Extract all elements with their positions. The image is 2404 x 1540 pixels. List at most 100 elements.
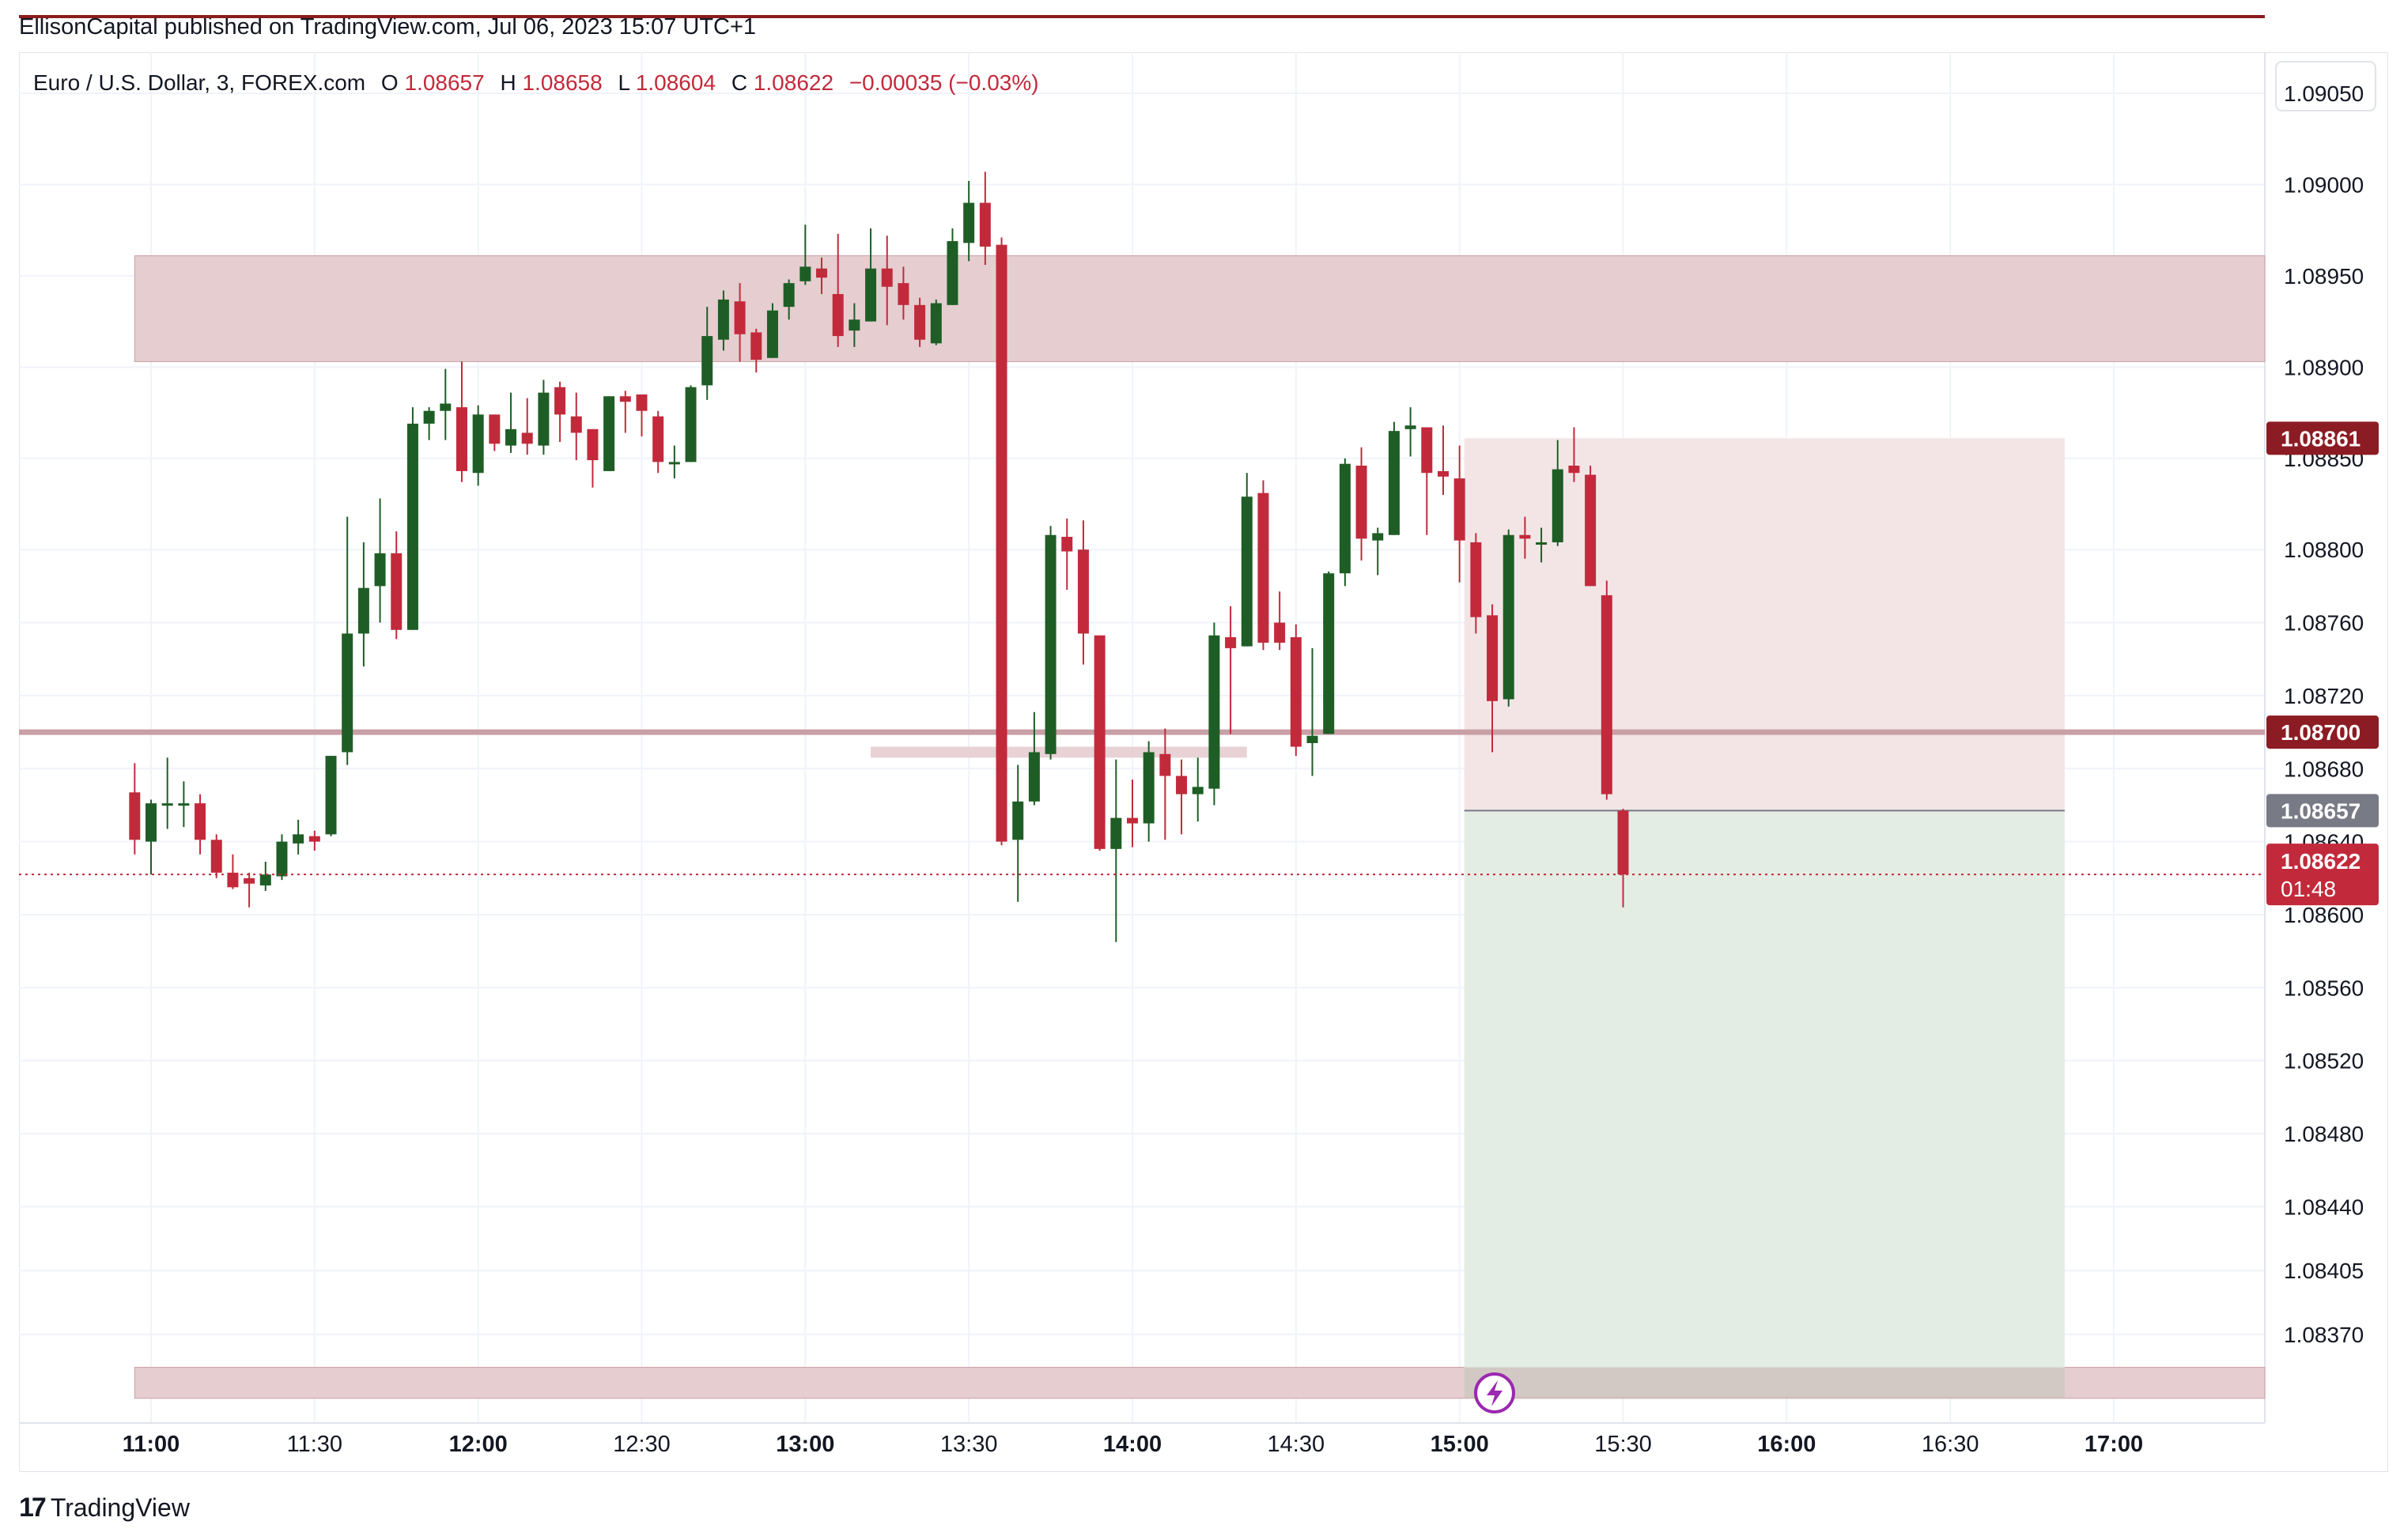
candle-body xyxy=(668,462,680,465)
candle-body xyxy=(1355,466,1367,539)
x-tick-label: 16:30 xyxy=(1922,1432,1979,1457)
candle-39 xyxy=(766,303,778,358)
candle-42 xyxy=(816,257,828,294)
stop-loss-zone[interactable] xyxy=(1464,438,2065,811)
candle-1 xyxy=(146,799,157,875)
candle-body xyxy=(1061,537,1073,552)
candle-body xyxy=(1388,431,1400,535)
candle-25 xyxy=(538,379,550,455)
candle-66 xyxy=(1208,622,1220,806)
entry-price-tag: 1.08657 xyxy=(2266,794,2379,828)
candle-16 xyxy=(391,531,403,640)
candle-body xyxy=(799,266,811,281)
candle-15 xyxy=(374,498,386,623)
candle-64 xyxy=(1176,759,1188,835)
candle-2 xyxy=(161,757,173,829)
candle-body xyxy=(210,840,222,873)
chart-frame[interactable] xyxy=(19,52,2388,1472)
entry-price-tag-text: 1.08657 xyxy=(2281,798,2361,823)
candle-9 xyxy=(276,834,288,881)
stop-price-tag-text: 1.08861 xyxy=(2281,426,2361,451)
candle-65 xyxy=(1192,757,1204,822)
candle-36 xyxy=(717,290,729,351)
candle-71 xyxy=(1290,624,1302,757)
x-tick-label: 15:30 xyxy=(1594,1432,1652,1457)
candle-40 xyxy=(783,279,795,320)
legend-low-label: L xyxy=(618,70,629,95)
candle-body xyxy=(342,633,353,753)
candle-body xyxy=(996,244,1007,842)
x-tick-label: 16:00 xyxy=(1757,1432,1816,1457)
level-lines[interactable] xyxy=(19,15,2265,735)
candle-45 xyxy=(865,228,877,322)
candle-76 xyxy=(1372,527,1384,576)
candle-0 xyxy=(129,763,141,855)
y-tick-label: 1.08405 xyxy=(2284,1259,2364,1283)
candle-body xyxy=(406,423,418,630)
candle-body xyxy=(1552,469,1563,542)
candle-51 xyxy=(963,180,975,262)
legend-open-value: 1.08657 xyxy=(404,70,484,95)
chart-settings-box[interactable] xyxy=(2275,61,2376,111)
candle-37 xyxy=(734,283,746,362)
candle-body xyxy=(1241,496,1253,647)
candle-body xyxy=(1045,534,1056,754)
candle-body xyxy=(832,293,844,337)
small-level-band[interactable] xyxy=(871,746,1247,758)
y-tick-label: 1.08800 xyxy=(2284,538,2364,562)
candle-77 xyxy=(1388,421,1400,535)
candle-body xyxy=(325,756,337,835)
candle-body xyxy=(1110,817,1122,849)
tradingview-brand[interactable]: 17 TradingView xyxy=(19,1493,190,1523)
candle-27 xyxy=(570,392,582,461)
candle-82 xyxy=(1470,533,1482,634)
lightning-icon[interactable] xyxy=(1474,1372,1515,1414)
candle-body xyxy=(1077,549,1089,634)
candle-body xyxy=(1437,470,1449,477)
price-axis[interactable]: 1.090501.090001.089501.089001.088501.088… xyxy=(2284,81,2364,1347)
candle-81 xyxy=(1453,445,1465,583)
candle-80 xyxy=(1437,425,1449,495)
candle-body xyxy=(652,416,664,462)
candle-body xyxy=(1617,810,1629,875)
candle-87 xyxy=(1552,440,1563,546)
x-tick-label: 14:00 xyxy=(1103,1432,1162,1457)
candle-78 xyxy=(1404,407,1416,457)
candle-38 xyxy=(750,328,762,373)
candle-body xyxy=(538,392,550,446)
y-tick-label: 1.08600 xyxy=(2284,903,2364,927)
x-tick-label: 15:00 xyxy=(1431,1432,1489,1457)
level-price-tag: 1.08700 xyxy=(2266,715,2379,749)
candle-55 xyxy=(1028,711,1040,806)
candle-body xyxy=(293,834,304,844)
take-profit-zone[interactable] xyxy=(1464,810,2065,1397)
candle-7 xyxy=(244,872,255,908)
candles-layer xyxy=(129,172,1629,942)
candle-88 xyxy=(1568,427,1580,482)
candle-49 xyxy=(930,299,942,345)
candle-18 xyxy=(423,407,435,440)
y-tick-label: 1.08440 xyxy=(2284,1195,2364,1219)
candle-body xyxy=(1585,474,1597,587)
candle-46 xyxy=(881,236,893,326)
candle-61 xyxy=(1127,779,1138,847)
stop-price-tag-bg xyxy=(2266,421,2379,455)
y-tick-label: 1.08680 xyxy=(2284,757,2364,781)
entry-price-tag-bg xyxy=(2266,794,2379,828)
x-tick-label: 13:30 xyxy=(940,1432,998,1457)
candle-68 xyxy=(1241,473,1253,647)
candle-12 xyxy=(325,756,337,836)
candle-body xyxy=(505,428,517,446)
candle-body xyxy=(1568,466,1580,474)
candle-89 xyxy=(1585,466,1597,587)
short-position-tool[interactable] xyxy=(1464,438,2065,1398)
time-axis[interactable]: 11:00 11:30 12:00 12:30 13:00 13:30 14:00 14:30… xyxy=(123,1432,2143,1457)
price-tags: 1.08861 1.08700 1.08657 1.08622 01:48 xyxy=(2266,421,2379,906)
candle-72 xyxy=(1306,647,1318,776)
upper-supply-zone[interactable] xyxy=(134,255,2266,362)
candle-body xyxy=(440,403,452,411)
y-tick-label: 1.08520 xyxy=(2284,1049,2364,1074)
candle-34 xyxy=(685,385,697,462)
candle-body xyxy=(1323,573,1335,734)
